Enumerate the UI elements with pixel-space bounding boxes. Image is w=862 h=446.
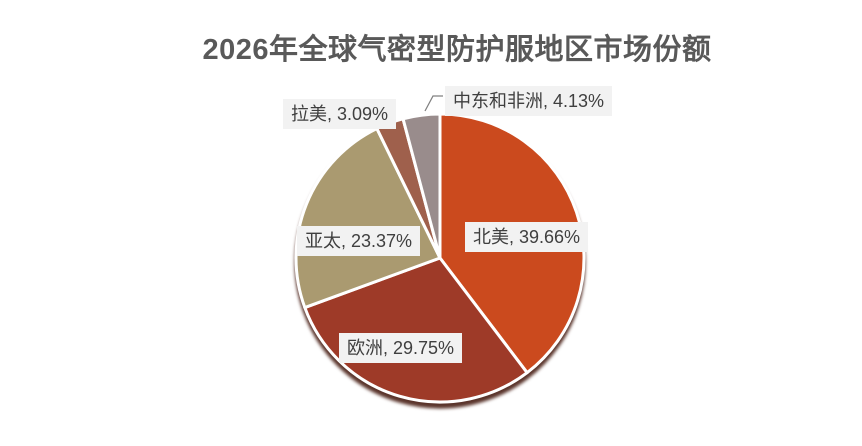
pie-slice-asia-pacific[interactable] <box>294 127 442 310</box>
data-label-europe: 欧洲, 29.75% <box>339 333 463 363</box>
leader-line-middle-east-africa <box>424 95 443 112</box>
data-label-latin-america: 拉美, 3.09% <box>283 99 397 129</box>
leader-lines-group <box>424 95 443 112</box>
data-label-middle-east-africa: 中东和非洲, 4.13% <box>445 86 613 116</box>
pie-slice-middle-east-africa[interactable] <box>401 112 442 260</box>
data-label-asia-pacific: 亚太, 23.37% <box>297 226 421 256</box>
pie-slice-europe[interactable] <box>303 256 529 404</box>
chart-title: 2026年全球气密型防护服地区市场份额 <box>202 34 712 66</box>
data-label-north-america: 北美, 39.66% <box>465 222 589 252</box>
